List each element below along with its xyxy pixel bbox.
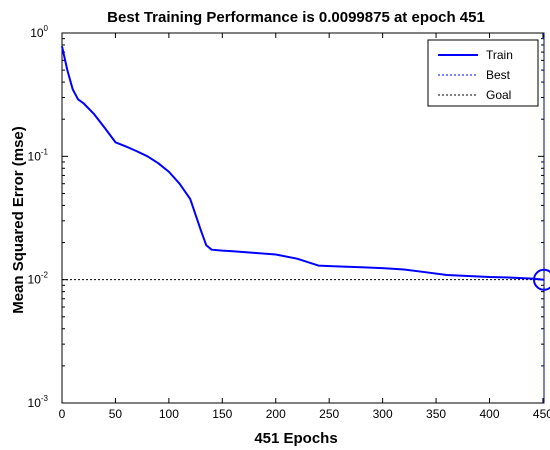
axis-ticks: 0 50 100 150 200 250 300 350 400 450 10-3 10-2 10-1 1… — [28, 24, 550, 421]
x-tick-label: 50 — [109, 407, 123, 421]
x-tick-label: 100 — [159, 407, 179, 421]
x-tick-label: 400 — [479, 407, 499, 421]
legend-best-label: Best — [486, 68, 511, 82]
legend-box — [427, 39, 539, 107]
x-tick-label: 300 — [373, 407, 393, 421]
y-tick-label: 10-2 — [28, 271, 49, 287]
y-axis-label: Mean Squared Error (mse) — [10, 126, 27, 314]
best-point-marker — [533, 268, 550, 291]
legend: Train Best Goal — [427, 39, 539, 107]
chart-title: Best Training Performance is 0.0099875 a… — [107, 9, 485, 26]
x-tick-label: 250 — [319, 407, 339, 421]
train-line — [61, 46, 545, 281]
legend-goal-label: Goal — [486, 88, 511, 102]
x-tick-label: 200 — [266, 407, 286, 421]
x-tick-label: 350 — [426, 407, 446, 421]
x-tick-label: 0 — [59, 407, 66, 421]
x-tick-label: 450 — [533, 407, 550, 421]
x-tick-label: 150 — [212, 407, 232, 421]
x-axis-label: 451 Epochs — [254, 430, 337, 447]
y-tick-label: 10-1 — [28, 147, 49, 163]
y-tick-label: 100 — [30, 24, 48, 40]
legend-train-label: Train — [486, 48, 513, 62]
y-tick-label: 10-3 — [28, 394, 49, 410]
series-layer — [61, 33, 550, 403]
